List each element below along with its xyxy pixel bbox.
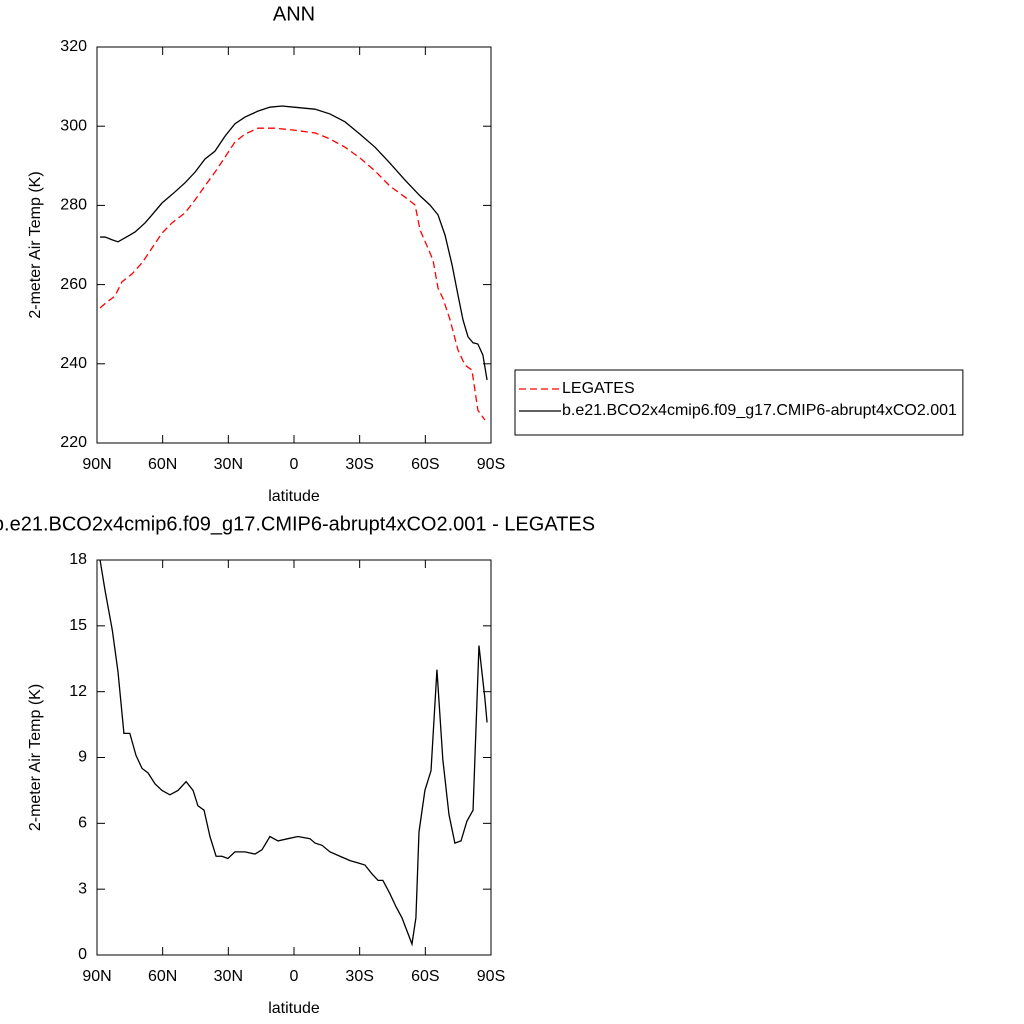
x-tick-label: 0 (290, 456, 299, 473)
legend-label: b.e21.BCO2x4cmip6.f09_g17.CMIP6-abrupt4x… (562, 402, 957, 419)
y-tick-label: 0 (78, 946, 87, 963)
data-line (99, 127, 486, 421)
y-tick-label: 12 (69, 683, 87, 700)
y-axis-label: 2-meter Air Temp (K) (27, 684, 44, 831)
x-axis-label: latitude (268, 488, 320, 505)
legend-box (514, 369, 964, 436)
y-axis-label: 2-meter Air Temp (K) (27, 171, 44, 318)
x-axis-label: latitude (268, 1000, 320, 1017)
y-tick-label: 220 (60, 434, 87, 451)
x-tick-label: 0 (290, 968, 299, 985)
x-tick-label: 90N (82, 968, 111, 985)
y-tick-label: 3 (78, 880, 87, 897)
y-tick-label: 18 (69, 551, 87, 568)
x-tick-label: 90S (477, 456, 505, 473)
x-tick-label: 30N (214, 968, 243, 985)
y-tick-label: 15 (69, 617, 87, 634)
y-tick-label: 6 (78, 815, 87, 832)
x-tick-label: 90S (477, 968, 505, 985)
x-tick-label: 60N (148, 968, 177, 985)
x-tick-label: 60N (148, 456, 177, 473)
chart-title: b.e21.BCO2x4cmip6.f09_g17.CMIP6-abrupt4x… (0, 513, 595, 535)
plot-frame (96, 46, 492, 444)
data-line (99, 559, 488, 947)
y-tick-label: 240 (60, 355, 87, 372)
y-tick-label: 9 (78, 749, 87, 766)
x-tick-label: 30S (345, 968, 373, 985)
x-tick-label: 60S (411, 968, 439, 985)
x-tick-label: 90N (82, 456, 111, 473)
x-tick-label: 30S (345, 456, 373, 473)
x-tick-label: 30N (214, 456, 243, 473)
y-tick-label: 300 (60, 117, 87, 134)
chart-title: ANN (273, 3, 315, 25)
legend-label: LEGATES (562, 380, 635, 397)
y-tick-label: 320 (60, 38, 87, 55)
y-tick-label: 260 (60, 276, 87, 293)
x-tick-label: 60S (411, 456, 439, 473)
data-line (100, 105, 488, 381)
y-tick-label: 280 (60, 197, 87, 214)
